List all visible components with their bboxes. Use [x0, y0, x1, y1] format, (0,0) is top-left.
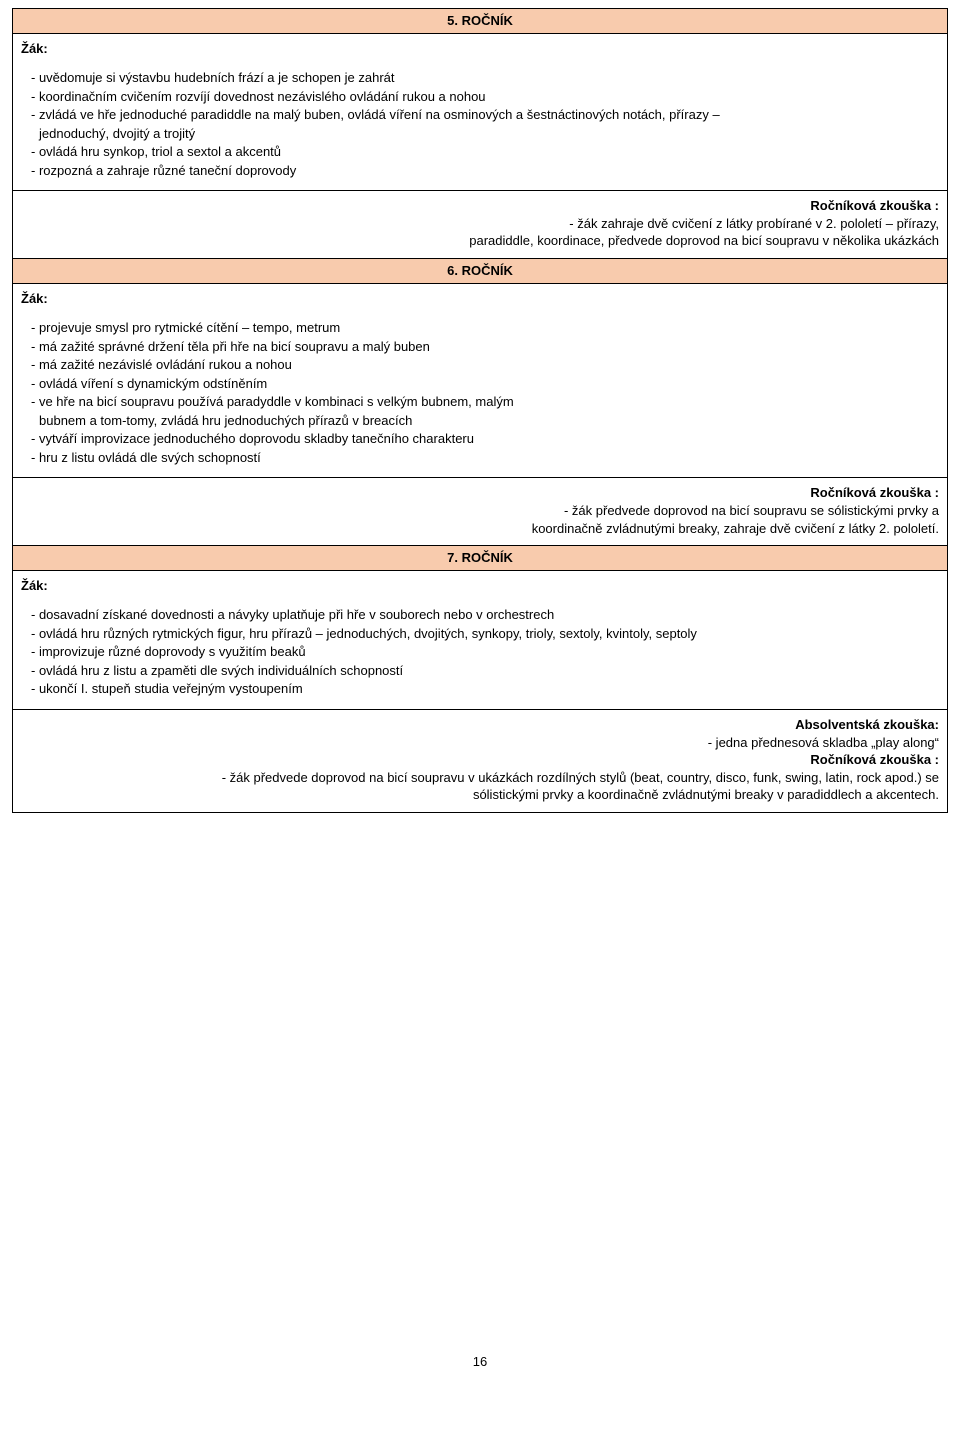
- grade-7-header: 7. ROČNÍK: [12, 546, 948, 571]
- grade-5-content: Žák: - uvědomuje si výstavbu hudebních f…: [12, 34, 948, 192]
- grade-7-title: 7. ROČNÍK: [447, 550, 513, 565]
- list-item: - dosavadní získané dovednosti a návyky …: [31, 606, 939, 624]
- exam-line: sólistickými prvky a koordinačně zvládnu…: [21, 786, 939, 804]
- grade-5-exam: Ročníková zkouška : - žák zahraje dvě cv…: [12, 191, 948, 259]
- grade-7-list: - dosavadní získané dovednosti a návyky …: [21, 606, 939, 698]
- list-item: - hru z listu ovládá dle svých schopnost…: [31, 449, 939, 467]
- exam-line: - žák zahraje dvě cvičení z látky probír…: [21, 215, 939, 233]
- list-item: - má zažité nezávislé ovládání rukou a n…: [31, 356, 939, 374]
- list-item: - ovládá hru synkop, triol a sextol a ak…: [31, 143, 939, 161]
- grade-6-list-2: - vytváří improvizace jednoduchého dopro…: [21, 430, 939, 466]
- list-item: - zvládá ve hře jednoduché paradiddle na…: [31, 106, 939, 124]
- exam-title: Absolventská zkouška:: [21, 716, 939, 734]
- list-item: - ve hře na bicí soupravu používá parady…: [31, 393, 939, 411]
- exam-line: paradiddle, koordinace, předvede doprovo…: [21, 232, 939, 250]
- grade-6-title: 6. ROČNÍK: [447, 263, 513, 278]
- grade-5-title: 5. ROČNÍK: [447, 13, 513, 28]
- exam-line: - žák předvede doprovod na bicí soupravu…: [21, 769, 939, 787]
- grade-7-exam: Absolventská zkouška: - jedna přednesová…: [12, 710, 948, 813]
- grade-5-header: 5. ROČNÍK: [12, 8, 948, 34]
- exam-line: - jedna přednesová skladba „play along“: [21, 734, 939, 752]
- grade-5-list-2: - ovládá hru synkop, triol a sextol a ak…: [21, 143, 939, 179]
- grade-6-exam: Ročníková zkouška : - žák předvede dopro…: [12, 478, 948, 546]
- list-item: - ovládá hru různých rytmických figur, h…: [31, 625, 939, 643]
- exam-title: Ročníková zkouška :: [21, 197, 939, 215]
- list-item: - rozpozná a zahraje různé taneční dopro…: [31, 162, 939, 180]
- exam-line: koordinačně zvládnutými breaky, zahraje …: [21, 520, 939, 538]
- list-item: - vytváří improvizace jednoduchého dopro…: [31, 430, 939, 448]
- exam-title: Ročníková zkouška :: [21, 484, 939, 502]
- list-item-continuation: bubnem a tom-tomy, zvládá hru jednoduchý…: [21, 412, 939, 430]
- list-item: - ovládá hru z listu a zpaměti dle svých…: [31, 662, 939, 680]
- grade-6-list: - projevuje smysl pro rytmické cítění – …: [21, 319, 939, 411]
- list-item: - koordinačním cvičením rozvíjí dovednos…: [31, 88, 939, 106]
- list-item: - ukončí I. stupeň studia veřejným vysto…: [31, 680, 939, 698]
- grade-7-content: Žák: - dosavadní získané dovednosti a ná…: [12, 571, 948, 710]
- student-label: Žák:: [21, 577, 939, 595]
- list-item: - improvizuje různé doprovody s využitím…: [31, 643, 939, 661]
- list-item-continuation: jednoduchý, dvojitý a trojitý: [21, 125, 939, 143]
- list-item: - uvědomuje si výstavbu hudebních frází …: [31, 69, 939, 87]
- grade-6-header: 6. ROČNÍK: [12, 259, 948, 284]
- page-number: 16: [12, 1353, 948, 1371]
- student-label: Žák:: [21, 290, 939, 308]
- grade-6-content: Žák: - projevuje smysl pro rytmické cítě…: [12, 284, 948, 479]
- list-item: - ovládá víření s dynamickým odstíněním: [31, 375, 939, 393]
- exam-title: Ročníková zkouška :: [21, 751, 939, 769]
- exam-line: - žák předvede doprovod na bicí soupravu…: [21, 502, 939, 520]
- grade-5-list: - uvědomuje si výstavbu hudebních frází …: [21, 69, 939, 124]
- list-item: - projevuje smysl pro rytmické cítění – …: [31, 319, 939, 337]
- student-label: Žák:: [21, 40, 939, 58]
- list-item: - má zažité správné držení těla při hře …: [31, 338, 939, 356]
